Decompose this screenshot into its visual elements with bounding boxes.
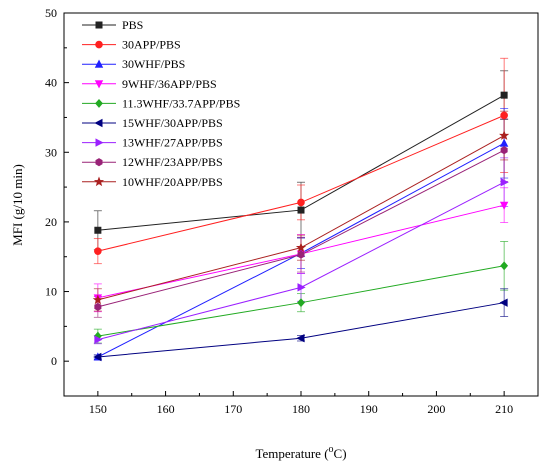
legend-marker-30app-pbs [95, 40, 103, 49]
point-12whf-23app-pbs-150 [94, 302, 102, 311]
point-15whf-30app-pbs-150 [93, 352, 102, 362]
legend-label-10whf-20app-pbs: 10WHF/20APP/PBS [122, 175, 223, 189]
y-tick-label-50: 50 [45, 6, 57, 20]
point-13whf-27app-pbs-180 [297, 283, 306, 292]
x-axis-label-tail: C) [334, 446, 347, 461]
x-tick-label-210: 210 [495, 402, 513, 416]
legend-label-12whf-23app-pbs: 12WHF/23APP/PBS [122, 155, 223, 169]
point-pbs-150 [94, 226, 102, 234]
series-markers [92, 91, 510, 362]
point-10whf-20app-pbs-210 [499, 130, 510, 140]
legend-marker-12whf-23app-pbs [95, 158, 103, 167]
legend-label-30app-pbs: 30APP/PBS [122, 38, 181, 52]
x-tick-label-200: 200 [427, 402, 445, 416]
point-10whf-20app-pbs-150 [92, 294, 103, 305]
point-11-3whf-33-7app-pbs-180 [297, 298, 305, 308]
point-30app-pbs-150 [94, 247, 102, 255]
legend-label-15whf-30app-pbs: 15WHF/30APP/PBS [122, 116, 223, 130]
point-9whf-36app-pbs-210 [499, 201, 509, 210]
point-12whf-23app-pbs-210 [500, 146, 508, 155]
legend-marker-pbs [95, 21, 103, 29]
legend-marker-10whf-20app-pbs [93, 176, 105, 187]
x-axis-label: Temperature (oC) [255, 444, 346, 461]
y-tick-label-0: 0 [51, 354, 57, 368]
point-12whf-23app-pbs-180 [297, 250, 305, 259]
point-15whf-30app-pbs-210 [499, 298, 508, 307]
legend-label-pbs: PBS [122, 18, 143, 32]
x-tick-label-170: 170 [224, 402, 242, 416]
point-11-3whf-33-7app-pbs-210 [500, 261, 509, 271]
axis-ticks: 150 160 170 180 190 200 210 0 10 20 30 40 50 [45, 6, 513, 416]
y-tick-label-20: 20 [45, 215, 57, 229]
y-tick-label-40: 40 [45, 76, 57, 90]
legend-marker-13whf-27app-pbs [95, 138, 104, 147]
legend-marker-11-3whf-33-7app-pbs [95, 98, 103, 108]
legend-label-13whf-27app-pbs: 13WHF/27APP/PBS [122, 136, 223, 150]
legend-label-30whf-pbs: 30WHF/PBS [122, 57, 185, 71]
x-tick-label-160: 160 [157, 402, 175, 416]
x-axis-label-main: Temperature ( [255, 446, 328, 461]
point-30app-pbs-210 [500, 111, 508, 120]
point-15whf-30app-pbs-180 [296, 334, 305, 343]
x-tick-label-190: 190 [360, 402, 378, 416]
point-13whf-27app-pbs-150 [94, 335, 103, 344]
y-axis-label: MFI (g/10 min) [10, 164, 25, 246]
point-13whf-27app-pbs-210 [500, 178, 509, 187]
legend-marker-9whf-36app-pbs [94, 80, 104, 89]
x-axis-label-sup: o [329, 444, 334, 455]
point-30app-pbs-180 [297, 198, 305, 207]
legend-marker-15whf-30app-pbs [94, 118, 103, 128]
legend-marker-30whf-pbs [94, 59, 104, 68]
point-30whf-pbs-210 [499, 138, 509, 147]
y-tick-label-10: 10 [45, 285, 57, 299]
x-tick-label-180: 180 [292, 402, 310, 416]
point-pbs-180 [297, 206, 305, 214]
y-tick-label-30: 30 [45, 145, 57, 159]
x-tick-label-150: 150 [89, 402, 107, 416]
legend-label-11-3whf-33-7app-pbs: 11.3WHF/33.7APP/PBS [122, 96, 240, 110]
point-pbs-210 [500, 91, 508, 99]
legend: PBS 30APP/PBS 30WHF/PBS 9WHF/36APP/PBS 11.3W… [82, 18, 240, 189]
legend-label-9whf-36app-pbs: 9WHF/36APP/PBS [122, 77, 217, 91]
point-10whf-20app-pbs-180 [295, 242, 307, 253]
